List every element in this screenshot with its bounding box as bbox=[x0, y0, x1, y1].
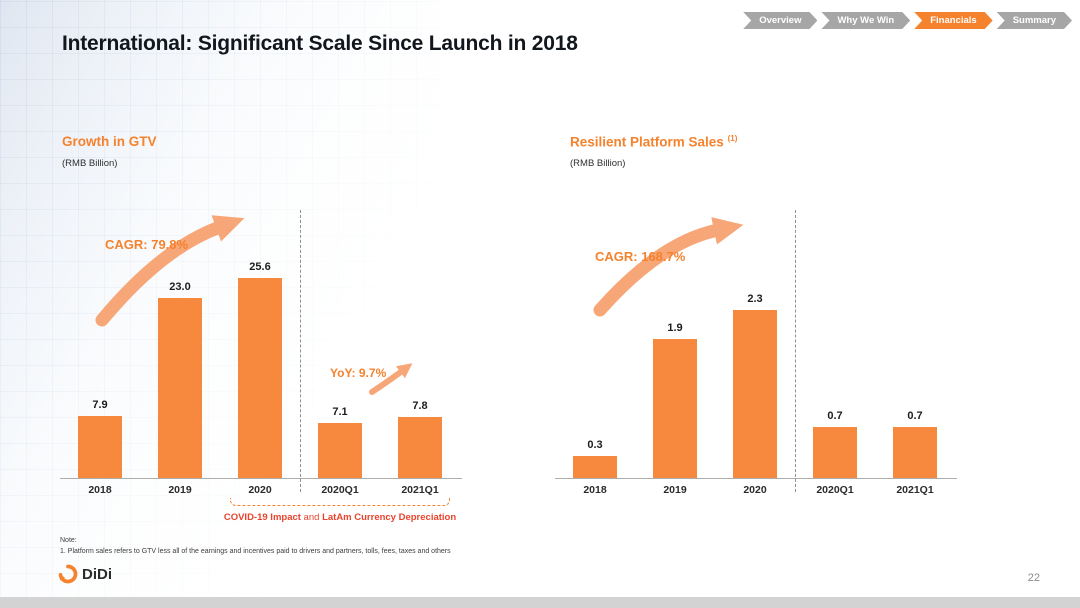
chart-unit-gtv: (RMB Billion) bbox=[62, 158, 118, 169]
bar-group-2021Q1: 7.8 bbox=[380, 205, 460, 478]
axis-label-2021Q1: 2021Q1 bbox=[401, 484, 439, 496]
bar-group-2020: 25.6 bbox=[220, 205, 300, 478]
bar bbox=[733, 310, 777, 478]
brand-logo-block: DiDi bbox=[58, 564, 112, 584]
nav-tab-why-we-win[interactable]: Why We Win bbox=[821, 12, 910, 29]
bar bbox=[573, 456, 617, 478]
nav-tab-summary[interactable]: Summary bbox=[997, 12, 1072, 29]
bar bbox=[653, 339, 697, 478]
x-axis-left bbox=[60, 478, 462, 479]
bar bbox=[813, 427, 857, 478]
bar-group-2020Q1: 0.7 bbox=[795, 205, 875, 478]
bar bbox=[158, 298, 202, 478]
bar-group-2019: 1.9 bbox=[635, 205, 715, 478]
axis-labels-left: 2018 2019 2020 2020Q1 2021Q1 bbox=[60, 484, 460, 496]
bar-chart-gtv: 7.9 23.0 25.6 7.1 7.8 bbox=[60, 205, 460, 478]
latam-text: LatAm Currency Depreciation bbox=[322, 512, 457, 523]
bar bbox=[893, 427, 937, 478]
bar-group-2018: 0.3 bbox=[555, 205, 635, 478]
page-number: 22 bbox=[1027, 572, 1040, 584]
bar-group-2021Q1: 0.7 bbox=[875, 205, 955, 478]
chart-title-platform-sales: Resilient Platform Sales (1) bbox=[570, 134, 737, 150]
axis-label-2020Q1: 2020Q1 bbox=[816, 484, 854, 496]
axis-label-2019: 2019 bbox=[168, 484, 192, 496]
chart-title-footnote-ref: (1) bbox=[727, 134, 738, 143]
bar bbox=[238, 278, 282, 478]
nav-tab-overview[interactable]: Overview bbox=[743, 12, 817, 29]
bar-chart-platform-sales: 0.3 1.9 2.3 0.7 0.7 bbox=[555, 205, 955, 478]
covid-impact-text: COVID-19 Impact bbox=[223, 512, 301, 523]
bar bbox=[78, 416, 122, 478]
axis-label-2020Q1: 2020Q1 bbox=[321, 484, 359, 496]
cagr-label-left: CAGR: 79.8% bbox=[105, 237, 189, 252]
bottom-chrome-bar bbox=[0, 597, 1080, 608]
footnote-text: 1. Platform sales refers to GTV less all… bbox=[60, 547, 451, 555]
covid-bracket bbox=[230, 498, 450, 506]
bar-value-label: 23.0 bbox=[169, 281, 191, 293]
axis-label-2020: 2020 bbox=[248, 484, 272, 496]
bar-value-label: 0.7 bbox=[907, 410, 923, 422]
axis-label-2018: 2018 bbox=[583, 484, 607, 496]
axis-label-2019: 2019 bbox=[663, 484, 687, 496]
axis-label-2018: 2018 bbox=[88, 484, 112, 496]
cagr-label-right: CAGR: 168.7% bbox=[595, 249, 686, 264]
bar-group-2018: 7.9 bbox=[60, 205, 140, 478]
yoy-label: YoY: 9.7% bbox=[330, 366, 387, 380]
bar-value-label: 0.3 bbox=[587, 439, 603, 451]
period-divider-right bbox=[795, 210, 796, 492]
footnote-label: Note: bbox=[60, 537, 77, 544]
bar-value-label: 0.7 bbox=[827, 410, 843, 422]
covid-annotation: COVID-19 Impact and LatAm Currency Depre… bbox=[170, 512, 510, 523]
bar-group-2020: 2.3 bbox=[715, 205, 795, 478]
brand-name: DiDi bbox=[82, 565, 112, 583]
axis-label-2020: 2020 bbox=[743, 484, 767, 496]
chart-unit-platform-sales: (RMB Billion) bbox=[570, 158, 626, 169]
bar-value-label: 7.1 bbox=[332, 406, 348, 418]
bar bbox=[398, 417, 442, 478]
bar-group-2020Q1: 7.1 bbox=[300, 205, 380, 478]
bar-value-label: 2.3 bbox=[747, 293, 763, 305]
nav-tab-financials[interactable]: Financials bbox=[914, 12, 992, 29]
page-title: International: Significant Scale Since L… bbox=[62, 32, 578, 55]
axis-labels-right: 2018 2019 2020 2020Q1 2021Q1 bbox=[555, 484, 955, 496]
bar-value-label: 25.6 bbox=[249, 261, 271, 273]
didi-logo-icon bbox=[58, 564, 78, 584]
section-nav: Overview Why We Win Financials Summary bbox=[743, 12, 1072, 29]
chart-title-text: Resilient Platform Sales bbox=[570, 134, 724, 150]
x-axis-right bbox=[555, 478, 957, 479]
chart-title-gtv: Growth in GTV bbox=[62, 134, 157, 149]
bar bbox=[318, 423, 362, 478]
axis-label-2021Q1: 2021Q1 bbox=[896, 484, 934, 496]
period-divider-left bbox=[300, 210, 301, 492]
bar-value-label: 7.8 bbox=[412, 400, 428, 412]
bar-value-label: 1.9 bbox=[667, 322, 683, 334]
footnote: Note: 1. Platform sales refers to GTV le… bbox=[60, 536, 451, 557]
bar-value-label: 7.9 bbox=[92, 399, 108, 411]
covid-mid-text: and bbox=[300, 512, 323, 523]
